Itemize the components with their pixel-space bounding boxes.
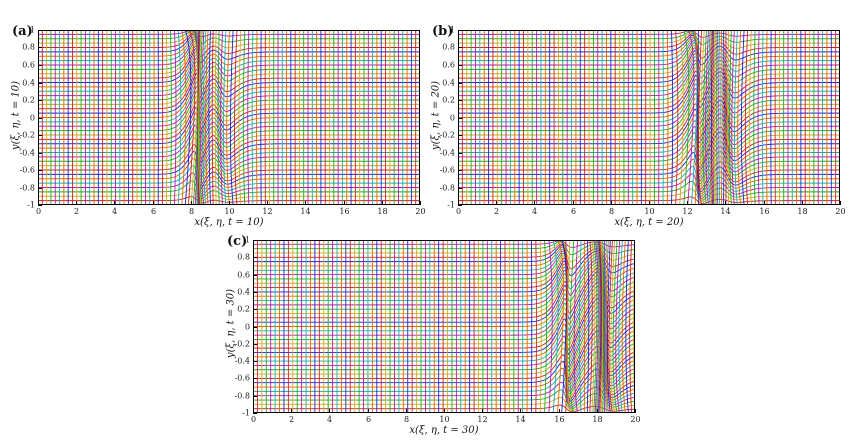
mesh-plot-b (426, 20, 846, 229)
x-axis-label-b: x(ξ, η, t = 20) (614, 217, 684, 228)
subplot-a: (a) x(ξ, η, t = 10) y(ξ, η, t = 10) (6, 20, 426, 234)
subplot-c: (c) x(ξ, η, t = 30) y(ξ, η, t = 30) (221, 230, 641, 442)
x-axis-label-c: x(ξ, η, t = 30) (409, 425, 479, 436)
x-axis-label-a: x(ξ, η, t = 10) (194, 217, 264, 228)
y-axis-label-b: y(ξ, η, t = 20) (430, 80, 442, 151)
mesh-plot-c (221, 230, 641, 437)
subplot-b: (b) x(ξ, η, t = 20) y(ξ, η, t = 20) (426, 20, 846, 234)
mesh-plot-a (6, 20, 426, 229)
y-axis-label-c: y(ξ, η, t = 30) (225, 288, 237, 359)
y-axis-label-a: y(ξ, η, t = 10) (10, 80, 22, 151)
